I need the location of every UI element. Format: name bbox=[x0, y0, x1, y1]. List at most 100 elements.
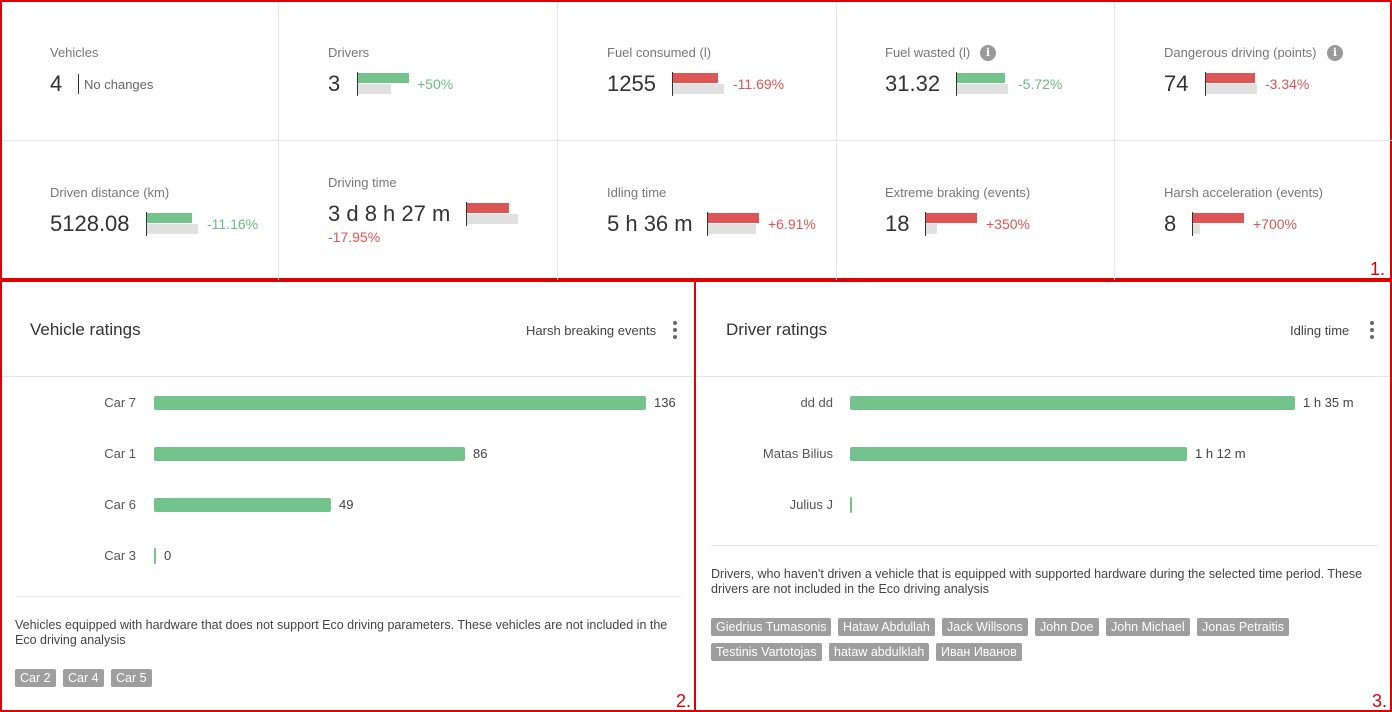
excluded-chip: Hataw Abdullah bbox=[838, 618, 935, 636]
stat-change: +6.91% bbox=[768, 216, 816, 232]
stat-harsh-acceleration: Harsh acceleration (events) 8 +700% bbox=[1115, 141, 1392, 280]
excluded-drivers-note: Drivers, who haven't driven a vehicle th… bbox=[711, 567, 1363, 596]
stat-driven-distance: Driven distance (km) 5128.08 -11.16% bbox=[2, 141, 279, 280]
stat-idling-time: Idling time 5 h 36 m +6.91% bbox=[558, 141, 837, 280]
rating-bar[interactable] bbox=[154, 447, 465, 461]
bar-axis bbox=[707, 212, 708, 236]
excluded-chip: John Michael bbox=[1106, 618, 1190, 636]
current-period-bar bbox=[708, 213, 759, 223]
comparison-bars bbox=[672, 72, 724, 96]
stat-value: 8 bbox=[1164, 211, 1177, 236]
divider bbox=[16, 596, 681, 597]
rating-bar[interactable] bbox=[850, 447, 1187, 461]
rating-label: dd dd bbox=[800, 395, 833, 410]
panel-title: Driver ratings bbox=[726, 320, 828, 339]
rating-value: 136 bbox=[654, 395, 676, 410]
excluded-chip: Car 4 bbox=[63, 669, 104, 687]
current-period-bar bbox=[673, 73, 718, 83]
rating-label: Matas Bilius bbox=[762, 446, 833, 461]
stat-change: -17.95% bbox=[328, 229, 381, 245]
excluded-chip: Testinis Vartotojas bbox=[711, 643, 822, 661]
rating-label: Car 3 bbox=[104, 548, 136, 563]
previous-period-bar bbox=[1206, 84, 1257, 94]
comparison-bars bbox=[466, 202, 518, 226]
stat-driving-time: Driving time 3 d 8 h 27 m -17.95% bbox=[279, 141, 558, 280]
previous-period-bar bbox=[957, 84, 1008, 94]
separator bbox=[78, 74, 79, 94]
bar-axis bbox=[1205, 72, 1206, 96]
bar-axis bbox=[956, 72, 957, 96]
more-options-icon[interactable] bbox=[1369, 321, 1375, 341]
stat-label: Driven distance (km) bbox=[50, 185, 170, 200]
stat-label: Fuel wasted (l) bbox=[885, 45, 971, 60]
comparison-bars bbox=[956, 72, 1008, 96]
rating-bar[interactable] bbox=[154, 498, 331, 512]
rating-label: Car 7 bbox=[104, 395, 136, 410]
stat-extreme-braking: Extreme braking (events) 18 +350% bbox=[837, 141, 1115, 280]
divider bbox=[711, 545, 1378, 546]
metric-selector[interactable]: Idling time bbox=[1290, 323, 1350, 338]
previous-period-bar bbox=[467, 214, 518, 224]
stat-drivers: Drivers 3 +50% bbox=[279, 2, 558, 141]
rating-value: 49 bbox=[339, 497, 354, 512]
stat-value: 5128.08 bbox=[50, 211, 130, 236]
excluded-vehicles-note: Vehicles equipped with hardware that doe… bbox=[15, 618, 668, 647]
bar-axis bbox=[1192, 212, 1193, 236]
bar-axis bbox=[925, 212, 926, 236]
stat-value: 4 bbox=[50, 71, 63, 96]
info-icon[interactable]: i bbox=[980, 45, 996, 61]
metric-selector[interactable]: Harsh breaking events bbox=[526, 323, 657, 338]
stat-change: -11.16% bbox=[207, 216, 259, 232]
stat-vehicles: Vehicles 4 No changes bbox=[2, 2, 279, 141]
bar-axis bbox=[466, 202, 467, 226]
comparison-bars bbox=[146, 212, 198, 236]
bar-axis bbox=[357, 72, 358, 96]
divider bbox=[696, 376, 1390, 377]
stat-dangerous-driving: Dangerous driving (points) i 74 -3.34% bbox=[1115, 2, 1392, 141]
annotation-number: 2. bbox=[676, 691, 692, 711]
stat-change: -11.69% bbox=[733, 76, 785, 92]
rating-bar[interactable] bbox=[850, 396, 1295, 410]
excluded-chip: Jonas Petraitis bbox=[1197, 618, 1289, 636]
previous-period-bar bbox=[673, 84, 724, 94]
rating-label: Car 1 bbox=[104, 446, 136, 461]
stat-change: +700% bbox=[1253, 216, 1297, 232]
stat-change: -5.72% bbox=[1018, 76, 1063, 92]
stats-grid: Vehicles 4 No changes Drivers 3 +50% Fue… bbox=[2, 2, 1392, 280]
rating-value: 1 h 35 m bbox=[1303, 395, 1354, 410]
driver-ratings-panel: Driver ratings Idling time dd dd 1 h 35 m… bbox=[694, 280, 1392, 712]
excluded-chip: Иван Иванов bbox=[936, 643, 1022, 661]
stat-value: 18 bbox=[885, 211, 910, 236]
current-period-bar bbox=[1206, 73, 1255, 83]
stat-change: -3.34% bbox=[1265, 76, 1310, 92]
stat-value: 3 bbox=[328, 71, 341, 96]
rating-bar[interactable] bbox=[154, 548, 156, 564]
current-period-bar bbox=[1193, 213, 1244, 223]
rating-bar[interactable] bbox=[154, 396, 646, 410]
stat-label: Driving time bbox=[328, 175, 397, 190]
stat-label: Extreme braking (events) bbox=[885, 185, 1031, 200]
stat-fuel-consumed: Fuel consumed (l) 1255 -11.69% bbox=[558, 2, 837, 141]
stat-value: 1255 bbox=[607, 71, 656, 96]
stat-value: 5 h 36 m bbox=[607, 211, 693, 236]
divider bbox=[2, 376, 694, 377]
panel-title: Vehicle ratings bbox=[30, 320, 141, 339]
annotation-number: 3. bbox=[1372, 691, 1388, 711]
comparison-bars bbox=[357, 72, 409, 96]
stat-value: 31.32 bbox=[885, 71, 941, 96]
stat-value: 3 d 8 h 27 m bbox=[328, 201, 451, 226]
rating-bar[interactable] bbox=[850, 497, 852, 513]
vehicle-ratings-panel: Vehicle ratings Harsh breaking events Ca… bbox=[0, 280, 696, 712]
info-icon[interactable]: i bbox=[1327, 45, 1343, 61]
excluded-chip: Jack Willsons bbox=[942, 618, 1028, 636]
stat-label: Vehicles bbox=[50, 45, 99, 60]
current-period-bar bbox=[147, 213, 192, 223]
stat-label: Idling time bbox=[607, 185, 667, 200]
stat-label: Harsh acceleration (events) bbox=[1164, 185, 1323, 200]
comparison-bars bbox=[1205, 72, 1257, 96]
stat-change: +50% bbox=[417, 76, 454, 92]
excluded-chip: Giedrius Tumasonis bbox=[711, 618, 832, 636]
current-period-bar bbox=[926, 213, 977, 223]
stat-fuel-wasted: Fuel wasted (l) i 31.32 -5.72% bbox=[837, 2, 1115, 141]
more-options-icon[interactable] bbox=[672, 321, 678, 341]
